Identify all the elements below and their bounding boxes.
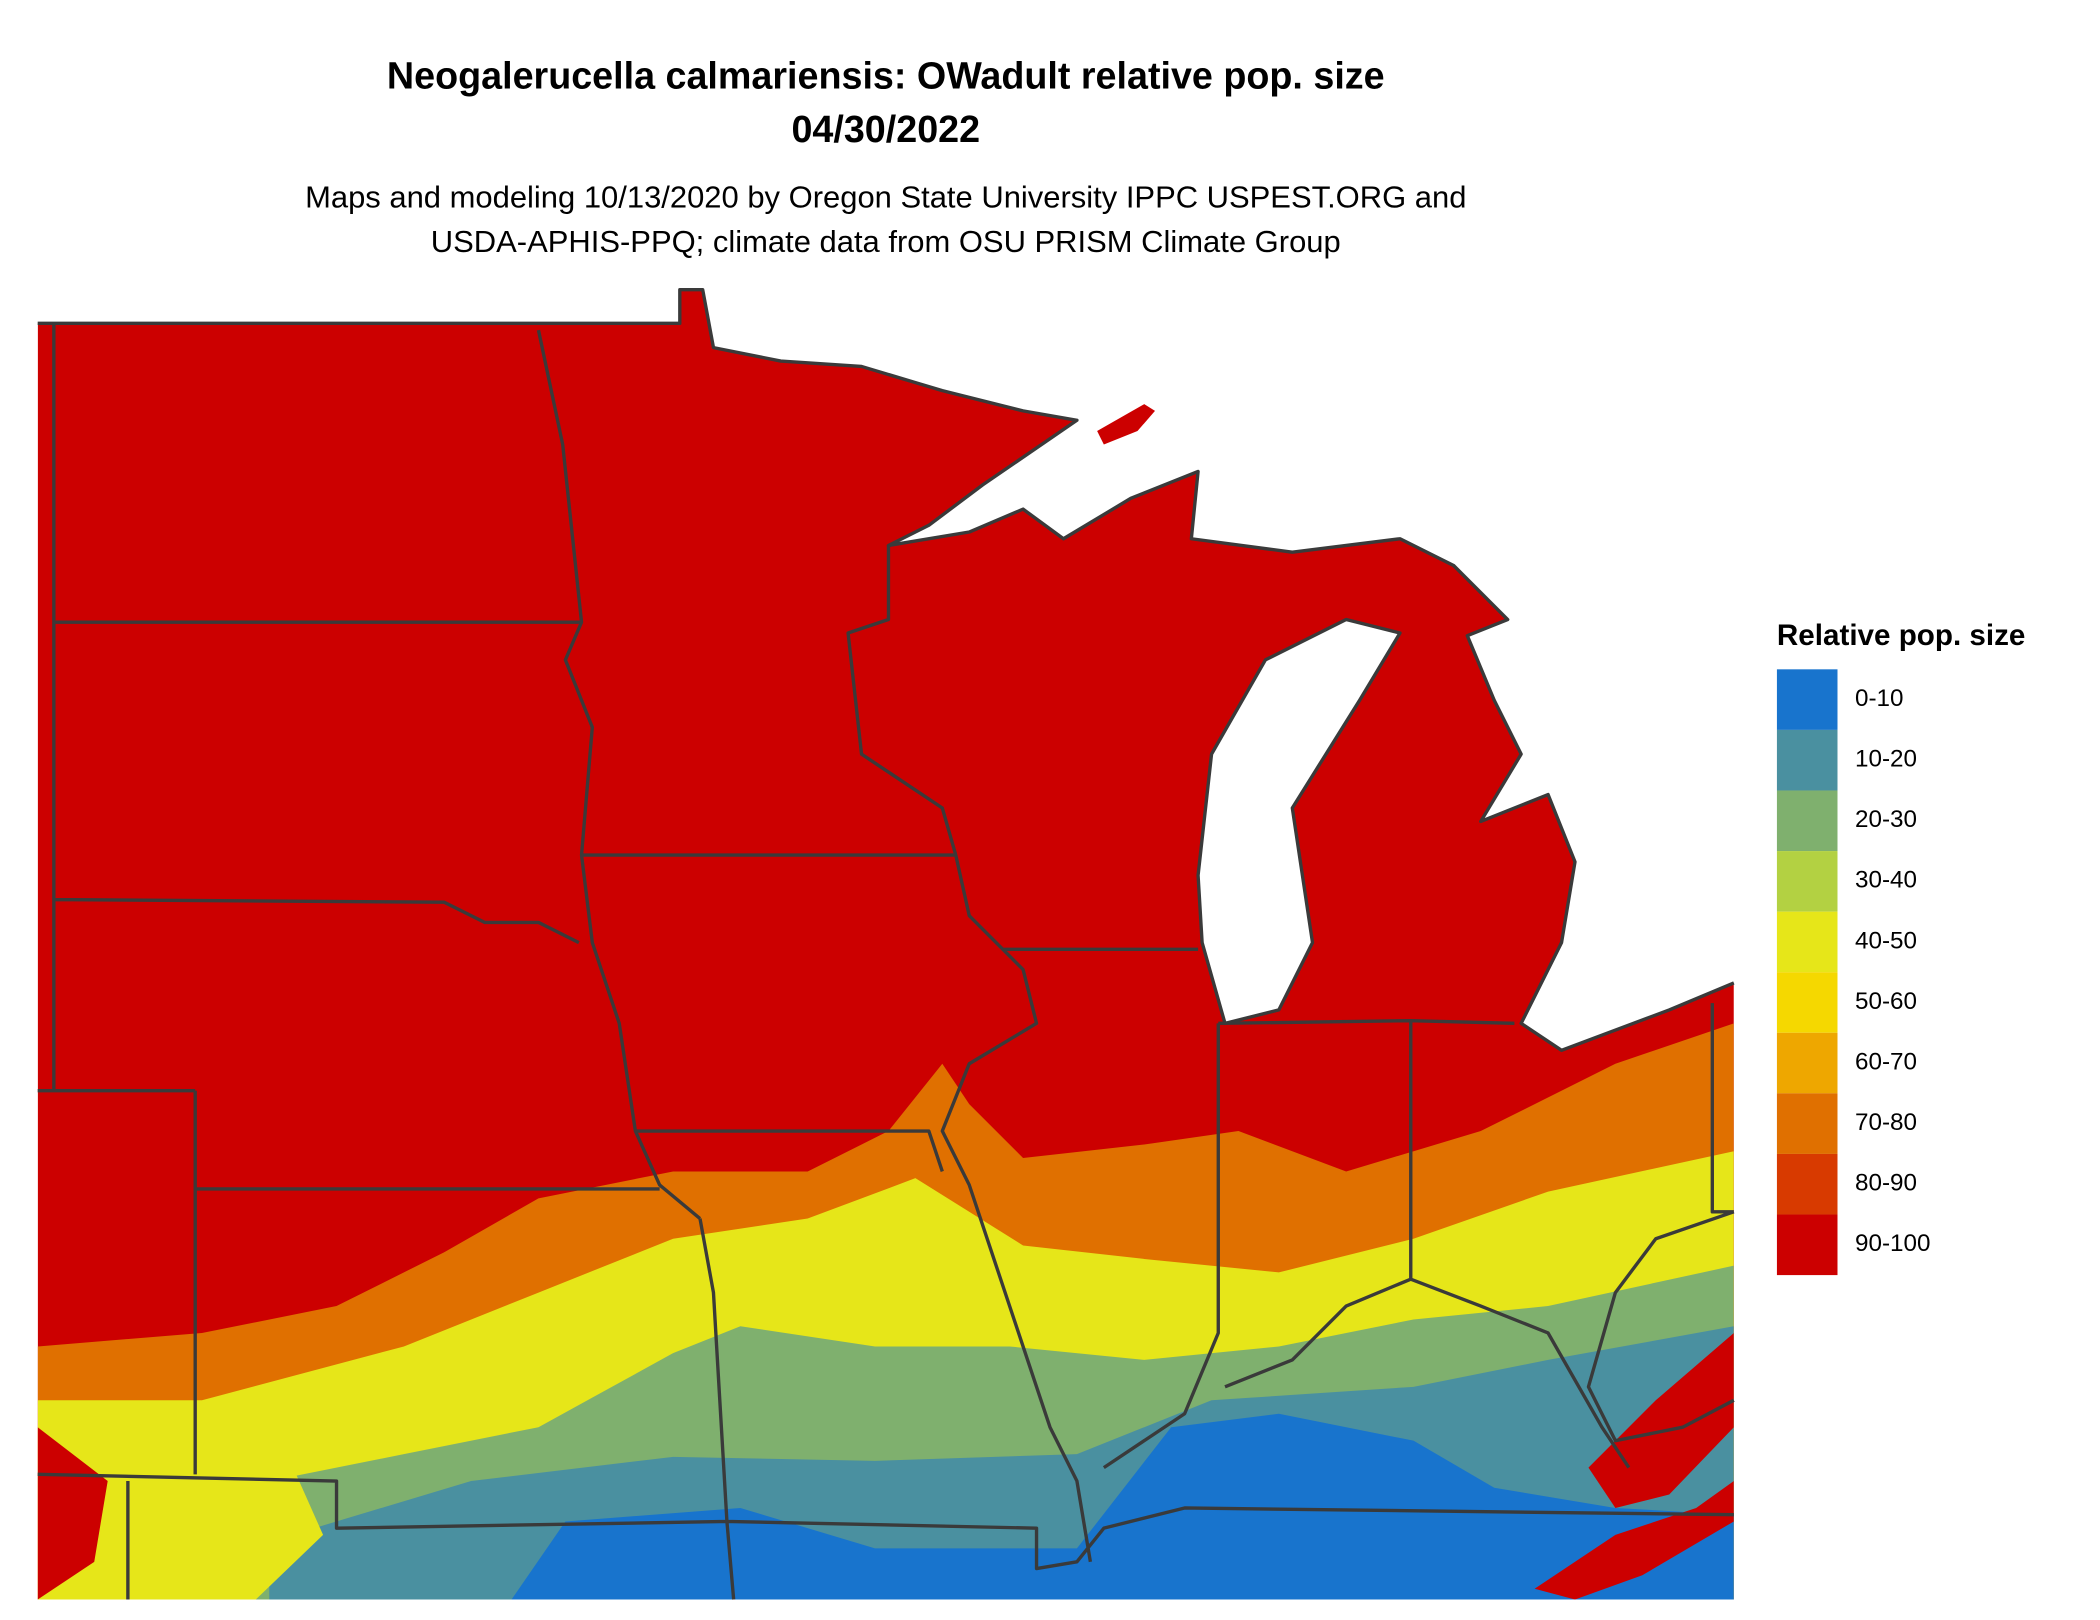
- legend-swatch: [1776, 790, 1838, 852]
- legend-label: 90-100: [1855, 1230, 1930, 1257]
- legend-label: 10-20: [1855, 746, 1917, 773]
- legend-label: 60-70: [1855, 1048, 1917, 1075]
- lake: [1198, 619, 1400, 1024]
- legend-swatch: [1776, 1093, 1838, 1154]
- zone: [127, 1474, 324, 1600]
- state-border: [37, 323, 1735, 1600]
- subtitle-line: Maps and modeling 10/13/2020 by Oregon S…: [305, 180, 1466, 215]
- date: 04/30/2022: [791, 108, 980, 150]
- legend-label: 40-50: [1855, 927, 1917, 954]
- legend-title: Relative pop. size: [1777, 619, 2025, 652]
- zone: [37, 1332, 1734, 1600]
- subtitle-line: USDA-APHIS-PPQ; climate data from OSU PR…: [431, 224, 1341, 259]
- legend-items: 0-10 10-20 20-30 30-40 40-50 50-60 60-70 70-80 8…: [1776, 669, 1930, 1276]
- island: [1097, 404, 1155, 445]
- legend-swatch: [1776, 1032, 1838, 1094]
- legend-label: 70-80: [1855, 1109, 1917, 1136]
- legend-label: 20-30: [1855, 806, 1917, 833]
- legend-swatch: [1776, 1153, 1838, 1215]
- legend-swatch: [1776, 851, 1838, 912]
- legend-swatch: [1776, 1214, 1838, 1276]
- map: [37, 288, 1735, 1600]
- legend-swatch: [1776, 729, 1838, 791]
- legend-label: 30-40: [1855, 867, 1917, 894]
- legend-swatch: [1776, 972, 1838, 1033]
- legend-swatch: [1776, 669, 1838, 730]
- legend-swatch: [1776, 911, 1838, 973]
- lake-shore: [1196, 617, 1402, 1026]
- state-border: [37, 288, 1735, 1052]
- title: Neogalerucella calmariensis: OWadult rel…: [387, 54, 1385, 96]
- legend-label: 80-90: [1855, 1170, 1917, 1197]
- legend-label: 50-60: [1855, 988, 1917, 1015]
- legend: Relative pop. size 0-10 10-20 20-30 30-40 40…: [1776, 619, 2025, 1276]
- zone: [511, 1413, 1734, 1600]
- legend-label: 0-10: [1855, 685, 1903, 712]
